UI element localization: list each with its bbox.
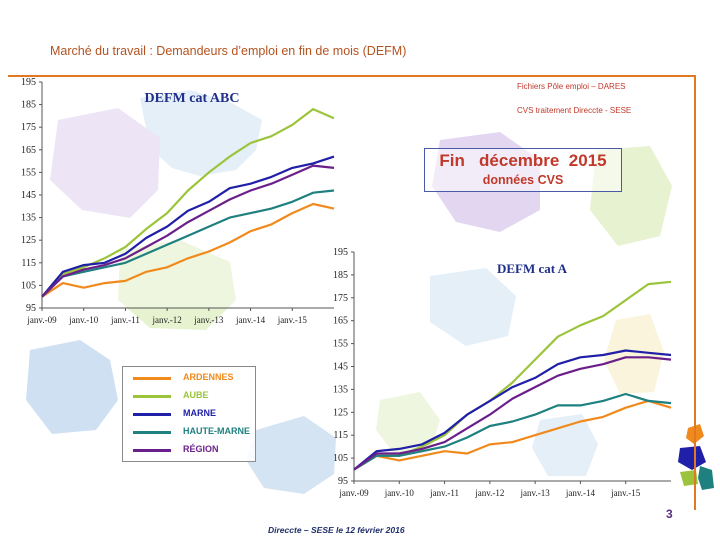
plot-area: [354, 252, 671, 481]
map-marne-shape: [50, 108, 160, 218]
map-region-shape: [26, 340, 118, 434]
y-tick-label: 145: [333, 362, 348, 373]
side-rule: [694, 75, 696, 510]
legend-swatch: [133, 413, 171, 416]
legend-label: MARNE: [183, 408, 216, 418]
series-line-ardennes: [41, 202, 335, 298]
legend-swatch: [133, 395, 171, 398]
legend-swatch: [133, 431, 171, 434]
y-tick-label: 125: [333, 407, 348, 418]
chart-title: DEFM cat A: [497, 261, 568, 276]
footer-credit: Direccte – SESE le 12 février 2016: [268, 525, 405, 535]
y-tick-label: 195: [333, 247, 348, 258]
chart-defm-cat-abc: 95 105 115 125 135 145 155 165 175 185 195 janv.-09…: [21, 77, 335, 325]
legend-item-marne: MARNE: [131, 407, 253, 421]
processing-note: CVS traitement Direccte - SESE: [517, 106, 632, 115]
legend-item-region: RÉGION: [131, 443, 253, 457]
series-line-r-gion: [353, 356, 672, 471]
x-tick-label: janv.-12: [474, 488, 504, 498]
legend-item-ardennes: ARDENNES: [131, 371, 253, 385]
y-tick-label: 155: [21, 167, 36, 178]
legend-label: ARDENNES: [183, 372, 234, 382]
legend-swatch: [133, 377, 171, 380]
y-tick-label: 115: [333, 430, 348, 441]
legend-label: AUBE: [183, 390, 209, 400]
source-note: Fichiers Pôle emploi – DARES: [517, 82, 626, 91]
page-title: Marché du travail : Demandeurs d’emploi …: [50, 44, 407, 58]
y-tick-label: 105: [333, 453, 348, 464]
legend-label: RÉGION: [183, 444, 219, 454]
x-tick-label: janv.-10: [68, 315, 99, 325]
x-tick-label: janv.-15: [610, 488, 641, 498]
series-line-haute-marne: [41, 189, 335, 298]
legend-swatch: [133, 449, 171, 452]
series-line-marne: [41, 155, 335, 298]
map-haute-marne-shape: [246, 416, 336, 494]
x-tick-label: janv.-10: [384, 488, 415, 498]
y-tick-label: 165: [21, 145, 36, 156]
y-tick-label: 185: [333, 270, 348, 281]
series-line-ardennes: [353, 399, 672, 471]
x-tick-label: janv.-09: [338, 488, 369, 498]
y-tick-label: 175: [21, 122, 36, 133]
mini-map-haute-marne-shape: [698, 466, 714, 490]
x-tick-label: janv.-09: [26, 315, 57, 325]
map-center-4-shape: [532, 414, 598, 476]
y-tick-label: 135: [333, 384, 348, 395]
y-tick-label: 95: [338, 476, 348, 487]
x-tick-label: janv.-12: [152, 315, 182, 325]
x-tick-label: janv.-11: [429, 488, 459, 498]
series-line-marne: [353, 349, 672, 471]
mini-map-aube-shape: [680, 470, 698, 486]
y-tick-label: 185: [21, 100, 36, 111]
map-center-3-shape: [376, 392, 440, 456]
mini-map-marne-shape: [678, 446, 706, 470]
x-tick-label: janv.-15: [277, 315, 308, 325]
series-line-r-gion: [41, 164, 335, 298]
y-tick-label: 115: [21, 258, 36, 269]
x-tick-label: janv.-13: [193, 315, 224, 325]
series-line-haute-marne: [353, 392, 672, 471]
map-center-2-shape: [604, 314, 664, 394]
x-tick-label: janv.-11: [110, 315, 140, 325]
x-tick-label: janv.-13: [520, 488, 551, 498]
headline-box: Fin décembre 2015 données CVS: [424, 148, 622, 192]
legend-label: HAUTE-MARNE: [183, 426, 250, 436]
plot-area: [42, 82, 334, 308]
chart-title: DEFM cat ABC: [145, 91, 240, 106]
y-tick-label: 135: [21, 213, 36, 224]
legend-item-haute-marne: HAUTE-MARNE: [131, 425, 253, 439]
y-tick-label: 105: [21, 280, 36, 291]
y-tick-label: 95: [26, 303, 36, 314]
y-tick-label: 125: [21, 235, 36, 246]
y-tick-label: 195: [21, 77, 36, 88]
page-number: 3: [666, 507, 673, 521]
y-tick-label: 175: [333, 293, 348, 304]
y-tick-label: 155: [333, 339, 348, 350]
map-center-shape: [430, 268, 516, 346]
legend-item-aube: AUBE: [131, 389, 253, 403]
y-tick-label: 145: [21, 190, 36, 201]
x-tick-label: janv.-14: [235, 315, 266, 325]
x-tick-label: janv.-14: [565, 488, 596, 498]
y-tick-label: 165: [333, 316, 348, 327]
chart-legend: ARDENNES AUBE MARNE HAUTE-MARNE RÉGION: [122, 366, 256, 462]
header-rule: [8, 75, 696, 77]
subheadline-text: données CVS: [482, 173, 564, 187]
headline-text: Fin décembre 2015: [439, 151, 607, 170]
chart-defm-cat-a: 95 105 115 125 135 145 155 165 175 185 195 janv.-09…: [333, 247, 672, 498]
